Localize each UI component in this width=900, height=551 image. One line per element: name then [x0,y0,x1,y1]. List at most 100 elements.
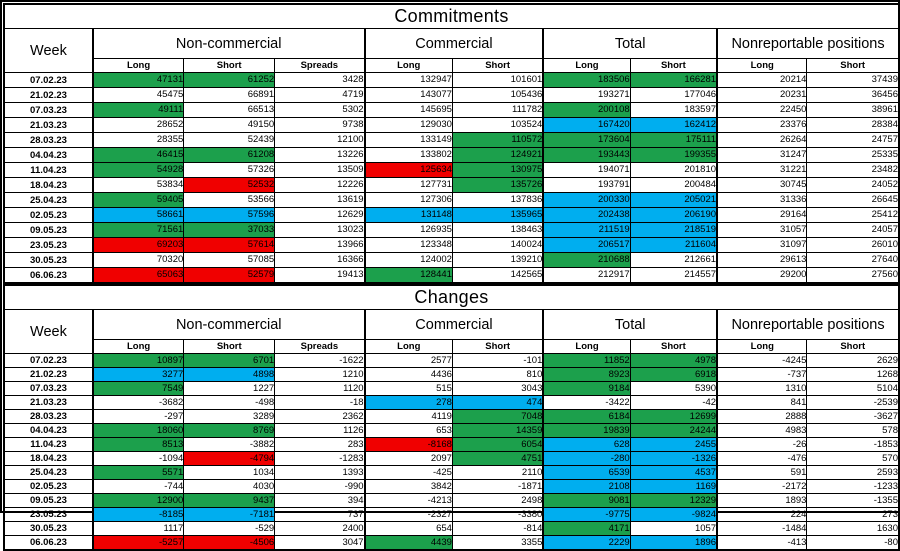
value-cell: 6054 [451,437,544,452]
table-row: 23.05.23 -8185 -7181 737 -2327 -3380 -9775 -982… [3,507,900,522]
value-cell: 53834 [91,177,185,193]
week-cell: 28.03.23 [3,409,94,424]
value-cell: 52532 [183,177,276,193]
value-cell: -42 [629,395,718,410]
week-cell: 21.03.23 [3,395,94,410]
value-cell: 57326 [183,162,276,178]
value-cell: 211604 [629,237,718,253]
value-cell: 30745 [716,177,808,193]
value-cell: 841 [716,395,808,410]
value-cell: 36456 [806,87,900,103]
col-header-long: Long [363,58,453,73]
value-cell: 52439 [183,132,276,148]
table-row: 18.04.23 -1094 -4794 -1283 2097 4751 -280 -1326… [3,451,900,466]
week-cell: 30.05.23 [3,521,94,536]
value-cell: 8513 [91,437,185,452]
value-cell: 24057 [806,222,900,238]
value-cell: 31221 [716,162,808,178]
value-cell: 737 [274,507,366,522]
table-row: 23.05.23 69203 57614 13966 123348 140024 20651… [3,237,900,253]
table-row: 02.05.23 58661 57596 12629 131148 135965 20243… [3,207,900,223]
col-header-short: Short [183,58,276,73]
value-cell: 49111 [91,102,185,118]
value-cell: 47131 [91,72,185,88]
table-row: 18.04.23 53834 52532 12226 127731 135726 19379… [3,177,900,193]
value-cell: 8923 [542,367,631,382]
value-cell: 1057 [629,521,718,536]
value-cell: 143077 [363,87,453,103]
value-cell: 127306 [363,192,453,208]
group-header-commercial: Commercial [363,309,544,340]
week-cell: 25.04.23 [3,192,94,208]
value-cell: 2108 [542,479,631,494]
week-cell: 09.05.23 [3,222,94,238]
week-cell: 06.06.23 [3,535,94,551]
week-cell: 11.04.23 [3,162,94,178]
value-cell: -80 [806,535,900,551]
value-cell: 4898 [183,367,276,382]
value-cell: 474 [451,395,544,410]
table-row: 30.05.23 70320 57085 16366 124002 139210 21068… [3,252,900,268]
value-cell: 65063 [91,267,185,284]
value-cell: 22450 [716,102,808,118]
table-row: 11.04.23 8513 -3882 283 -8168 6054 628 2455 -26-… [3,437,900,452]
value-cell: -1484 [716,521,808,536]
group-header-nonreportable-positions: Nonreportable positions [716,28,900,59]
col-header-short: Short [806,58,900,73]
value-cell: 37033 [183,222,276,238]
col-header-short: Short [451,58,544,73]
value-cell: 212917 [542,267,631,284]
value-cell: 25335 [806,147,900,163]
value-cell: -814 [451,521,544,536]
value-cell: 29613 [716,252,808,268]
value-cell: 4119 [363,409,453,424]
value-cell: 52579 [183,267,276,284]
value-cell: 31247 [716,147,808,163]
value-cell: -9824 [629,507,718,522]
value-cell: -3682 [91,395,185,410]
value-cell: 212661 [629,252,718,268]
value-cell: 13226 [274,147,366,163]
value-cell: 37439 [806,72,900,88]
value-cell: 1169 [629,479,718,494]
group-header-total: Total [542,309,718,340]
value-cell: 31057 [716,222,808,238]
value-cell: 38961 [806,102,900,118]
value-cell: 135726 [451,177,544,193]
value-cell: 1268 [806,367,900,382]
value-cell: 29200 [716,267,808,284]
value-cell: 4030 [183,479,276,494]
value-cell: 1210 [274,367,366,382]
value-cell: 4983 [716,423,808,438]
value-cell: 1630 [806,521,900,536]
value-cell: -2327 [363,507,453,522]
value-cell: 193791 [542,177,631,193]
value-cell: 218519 [629,222,718,238]
value-cell: 59405 [91,192,185,208]
value-cell: 224 [716,507,808,522]
value-cell: 58661 [91,207,185,223]
value-cell: 214557 [629,267,718,284]
col-header-spreads: Spreads [274,339,366,354]
value-cell: 139210 [451,252,544,268]
group-header-total: Total [542,28,718,59]
value-cell: 138463 [451,222,544,238]
value-cell: 5104 [806,381,900,396]
value-cell: 2577 [363,353,453,368]
table-row: 09.05.23 71561 37033 13023 126935 138463 21151… [3,222,900,238]
value-cell: 9738 [274,117,366,133]
value-cell: -476 [716,451,808,466]
value-cell: 28384 [806,117,900,133]
value-cell: 173604 [542,132,631,148]
value-cell: 6918 [629,367,718,382]
value-cell: -280 [542,451,631,466]
value-cell: 1393 [274,465,366,480]
table-row: 07.03.23 49111 66513 5302 145695 111782 200108… [3,102,900,118]
value-cell: -425 [363,465,453,480]
value-cell: 1126 [274,423,366,438]
value-cell: 9081 [542,493,631,508]
value-cell: 53566 [183,192,276,208]
table-row: 06.06.23 65063 52579 19413 128441 142565 21291… [3,267,900,284]
value-cell: 1117 [91,521,185,536]
